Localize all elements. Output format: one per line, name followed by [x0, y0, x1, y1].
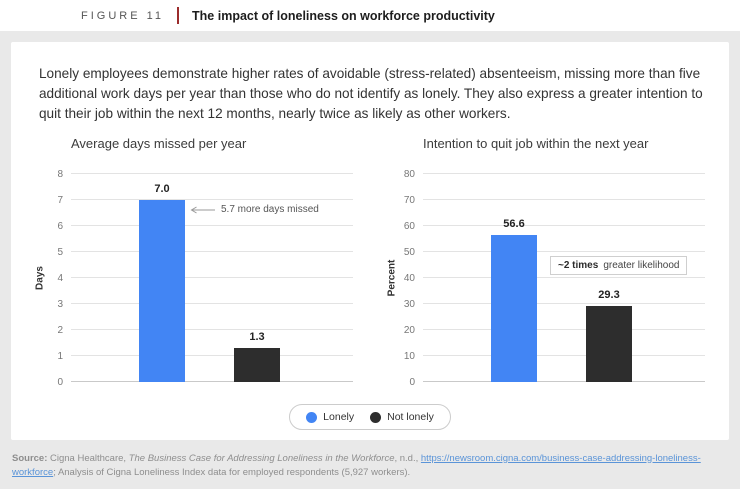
plot-area: 0 10 20 30 40 50 60 70 80 56.6 29.3 ~2 times greate… [404, 169, 705, 388]
annotation-bold-text: ~2 times [558, 260, 599, 271]
gridline [423, 277, 705, 278]
figure-number-label: FIGURE 11 [81, 9, 165, 22]
annotation-text: greater likelihood [603, 260, 680, 271]
y-tick-label: 40 [403, 273, 415, 284]
source-label: Source: [12, 452, 48, 464]
gridline [423, 199, 705, 200]
bar-value-label: 7.0 [154, 183, 170, 195]
legend-item-not-lonely: Not lonely [370, 411, 434, 423]
y-tick-label: 80 [403, 169, 415, 180]
gridline [423, 303, 705, 304]
y-tick-label: 5 [57, 247, 63, 258]
gridline [71, 355, 353, 356]
legend-dot-lonely [306, 411, 318, 423]
figure-card: Lonely employees demonstrate higher rate… [11, 42, 729, 440]
gridline [423, 225, 705, 226]
y-tick-label: 0 [57, 377, 63, 388]
gridline [423, 355, 705, 356]
source-work-title: The Business Case for Addressing Lonelin… [128, 452, 395, 464]
figure-header: FIGURE 11 The impact of loneliness on wo… [0, 0, 740, 31]
bar-lonely [491, 234, 537, 382]
left-arrow-icon [190, 206, 215, 213]
gridline [71, 173, 353, 174]
y-tick-label: 4 [57, 273, 63, 284]
y-tick-label: 1 [57, 351, 63, 362]
legend-label-lonely: Lonely [323, 411, 355, 423]
legend-dot-not-lonely [370, 411, 382, 423]
source-text-mid: , n.d., [394, 452, 421, 464]
annotation: ~2 times greater likelihood [550, 256, 688, 275]
bar-not-lonely [234, 348, 280, 382]
plot-area: 0 1 2 3 4 5 6 7 8 7.0 1.3 5.7 more days missed [57, 169, 353, 388]
gridline [71, 329, 353, 330]
y-tick-label: 20 [403, 325, 415, 336]
source-text-pre: Cigna Healthcare, [47, 452, 129, 464]
gridline [423, 381, 705, 382]
gridline [423, 329, 705, 330]
bar-value-label: 56.6 [503, 217, 525, 230]
bar-value-label: 29.3 [598, 288, 620, 301]
gridline [71, 381, 353, 382]
bar-lonely [139, 200, 185, 382]
y-tick-label: 6 [57, 221, 63, 232]
y-tick-label: 7 [57, 195, 63, 206]
chart-days-missed: Average days missed per year Days 0 1 2 3 4 5 6 7… [29, 136, 359, 398]
legend-item-lonely: Lonely [306, 411, 354, 423]
gridline [71, 277, 353, 278]
chart-title: Intention to quit job within the next ye… [423, 136, 649, 151]
gridline [423, 173, 705, 174]
y-tick-label: 8 [57, 169, 63, 180]
gridline [71, 303, 353, 304]
source-text-post: ; Analysis of Cigna Loneliness Index dat… [53, 467, 411, 479]
figure-title: The impact of loneliness on workforce pr… [192, 8, 495, 23]
gridline [71, 251, 353, 252]
y-tick-label: 3 [57, 299, 63, 310]
chart-quit-intention: Intention to quit job within the next ye… [381, 136, 711, 398]
chart-title: Average days missed per year [71, 136, 247, 151]
annotation: 5.7 more days missed [188, 204, 319, 215]
y-tick-label: 70 [403, 195, 415, 206]
source-note: Source: Cigna Healthcare, The Business C… [12, 452, 724, 481]
y-tick-label: 10 [403, 351, 415, 362]
legend-container: Lonely Not lonely [11, 404, 729, 430]
gridline [71, 199, 353, 200]
y-tick-label: 60 [403, 221, 415, 232]
gridline [71, 225, 353, 226]
bar-not-lonely [586, 305, 632, 382]
legend-label-not-lonely: Not lonely [387, 411, 434, 423]
y-tick-label: 50 [403, 247, 415, 258]
charts-row: Average days missed per year Days 0 1 2 3 4 5 6 7… [29, 136, 711, 398]
source-link[interactable]: https://newsroom.cigna.com/business-case… [12, 452, 701, 479]
y-tick-label: 0 [409, 377, 415, 388]
bar-value-label: 1.3 [249, 331, 265, 344]
intro-paragraph: Lonely employees demonstrate higher rate… [39, 66, 703, 121]
header-divider [177, 7, 180, 24]
annotation-text: 5.7 more days missed [221, 204, 319, 215]
gridline [423, 251, 705, 252]
legend: Lonely Not lonely [289, 404, 451, 430]
y-tick-label: 30 [403, 299, 415, 310]
y-tick-label: 2 [57, 325, 63, 336]
